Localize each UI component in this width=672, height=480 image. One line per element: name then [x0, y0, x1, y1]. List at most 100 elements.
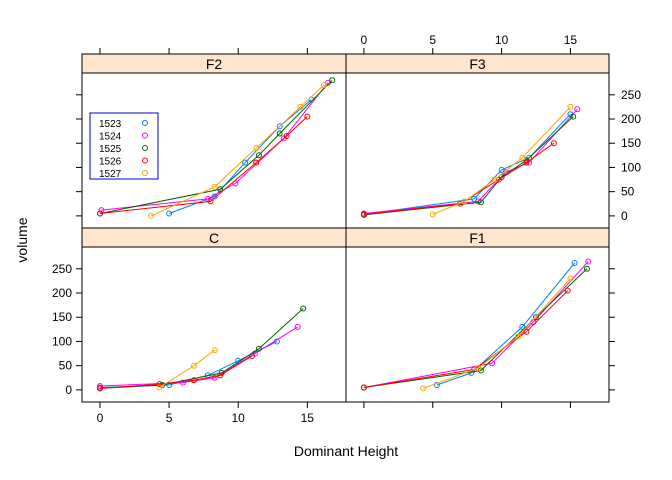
- data-point-1527: [461, 198, 468, 205]
- data-point-1523: [433, 382, 440, 388]
- data-point-1525: [255, 345, 262, 352]
- data-point-1527: [429, 211, 436, 218]
- data-point-1527: [253, 145, 260, 152]
- series-line-1525: [99, 79, 333, 214]
- series-1526: [360, 140, 557, 218]
- series-line-1524: [101, 82, 329, 211]
- strip-label: F2: [206, 56, 223, 72]
- data-point-1527: [148, 212, 155, 219]
- x-tick-label: 0: [361, 33, 368, 47]
- data-point-1524: [97, 383, 103, 389]
- data-point-1526: [191, 377, 197, 384]
- data-point-1524: [211, 374, 218, 381]
- data-point-1526: [217, 372, 224, 379]
- data-point-1527: [211, 183, 218, 190]
- data-point-1526: [207, 198, 214, 205]
- data-point-1526: [564, 287, 571, 294]
- data-point-1527: [515, 333, 522, 340]
- y-tick-label: 50: [59, 359, 73, 373]
- legend-label-1525: 1525: [99, 144, 122, 155]
- y-tick-label: 0: [65, 383, 72, 397]
- series-1527: [156, 347, 218, 391]
- y-tick-label: 150: [621, 136, 641, 150]
- y-tick-label: 200: [52, 286, 72, 300]
- x-tick-label: 10: [232, 411, 246, 425]
- y-tick-label: 100: [52, 334, 72, 348]
- series-line-1527: [150, 84, 325, 217]
- y-tick-label: 150: [52, 310, 72, 324]
- series-line-1527: [159, 349, 215, 388]
- series-1527: [429, 103, 574, 218]
- x-tick-label: 15: [301, 411, 315, 425]
- y-tick-label: 200: [621, 112, 641, 126]
- data-point-1524: [294, 323, 301, 330]
- data-point-1526: [523, 328, 530, 335]
- data-point-1527: [491, 176, 498, 183]
- series-1523: [97, 338, 280, 391]
- x-tick-label: 5: [429, 33, 436, 47]
- y-tick-label: 0: [621, 209, 628, 223]
- data-point-1523: [571, 260, 578, 266]
- x-tick-label: 10: [495, 33, 509, 47]
- data-point-1527: [567, 275, 574, 282]
- x-axis-label: Dominant Height: [294, 443, 398, 459]
- data-point-1525: [570, 113, 577, 120]
- data-point-1526: [253, 159, 260, 166]
- data-point-1527: [156, 384, 163, 391]
- axes-layer: 0 5 10 150 5 10 150501001502002500501001502002…: [52, 33, 641, 425]
- data-point-1524: [574, 106, 581, 113]
- panel-f1: F1: [345, 227, 610, 403]
- strip-label: C: [209, 230, 219, 246]
- series-line-1526: [99, 355, 253, 389]
- data-point-1527: [191, 362, 197, 369]
- data-point-1524: [489, 360, 495, 367]
- data-point-1526: [249, 353, 255, 359]
- data-point-1527: [211, 347, 218, 354]
- data-point-1526: [523, 159, 530, 166]
- data-point-1523: [166, 382, 173, 388]
- legend-label-1527: 1527: [99, 169, 122, 180]
- y-tick-label: 250: [621, 88, 641, 102]
- legend-marker-1527: [142, 170, 148, 176]
- data-point-1526: [283, 133, 290, 139]
- panels-layer: F2 F3 C F1: [81, 53, 610, 403]
- y-tick-label: 50: [621, 185, 635, 199]
- y-tick-label: 250: [52, 262, 72, 276]
- data-point-1526: [495, 176, 502, 183]
- data-point-1524: [98, 207, 105, 214]
- series-line-1527: [432, 106, 571, 215]
- series-1527: [420, 275, 574, 392]
- data-point-1527: [519, 154, 526, 161]
- data-point-1525: [533, 314, 539, 321]
- legend-marker-1526: [142, 157, 148, 164]
- data-point-1527: [420, 385, 427, 392]
- data-point-1523: [276, 123, 283, 130]
- data-point-1523: [242, 159, 249, 166]
- data-point-1523: [519, 323, 526, 330]
- series-1526: [97, 353, 255, 392]
- legend-marker-1524: [142, 132, 148, 139]
- legend-marker-1525: [142, 145, 148, 151]
- series-line-1524: [99, 326, 298, 387]
- series-1523: [433, 260, 578, 388]
- data-point-1525: [584, 265, 590, 272]
- panel-f3: F3: [345, 53, 610, 229]
- strip-label: F1: [469, 230, 486, 246]
- y-tick-label: 100: [621, 160, 641, 174]
- legend-label-1526: 1526: [99, 157, 122, 168]
- data-point-1527: [567, 103, 574, 110]
- x-tick-label: 0: [97, 411, 104, 425]
- data-point-1526: [360, 384, 367, 391]
- data-point-1525: [300, 305, 307, 312]
- strip-label: F3: [469, 56, 486, 72]
- legend-label-1523: 1523: [99, 119, 122, 130]
- data-point-1525: [276, 130, 283, 137]
- data-point-1526: [97, 385, 103, 392]
- data-point-1527: [320, 82, 327, 89]
- data-point-1526: [97, 210, 103, 217]
- data-point-1526: [304, 113, 311, 120]
- series-line-1525: [99, 308, 304, 389]
- series-line-1527: [422, 278, 571, 389]
